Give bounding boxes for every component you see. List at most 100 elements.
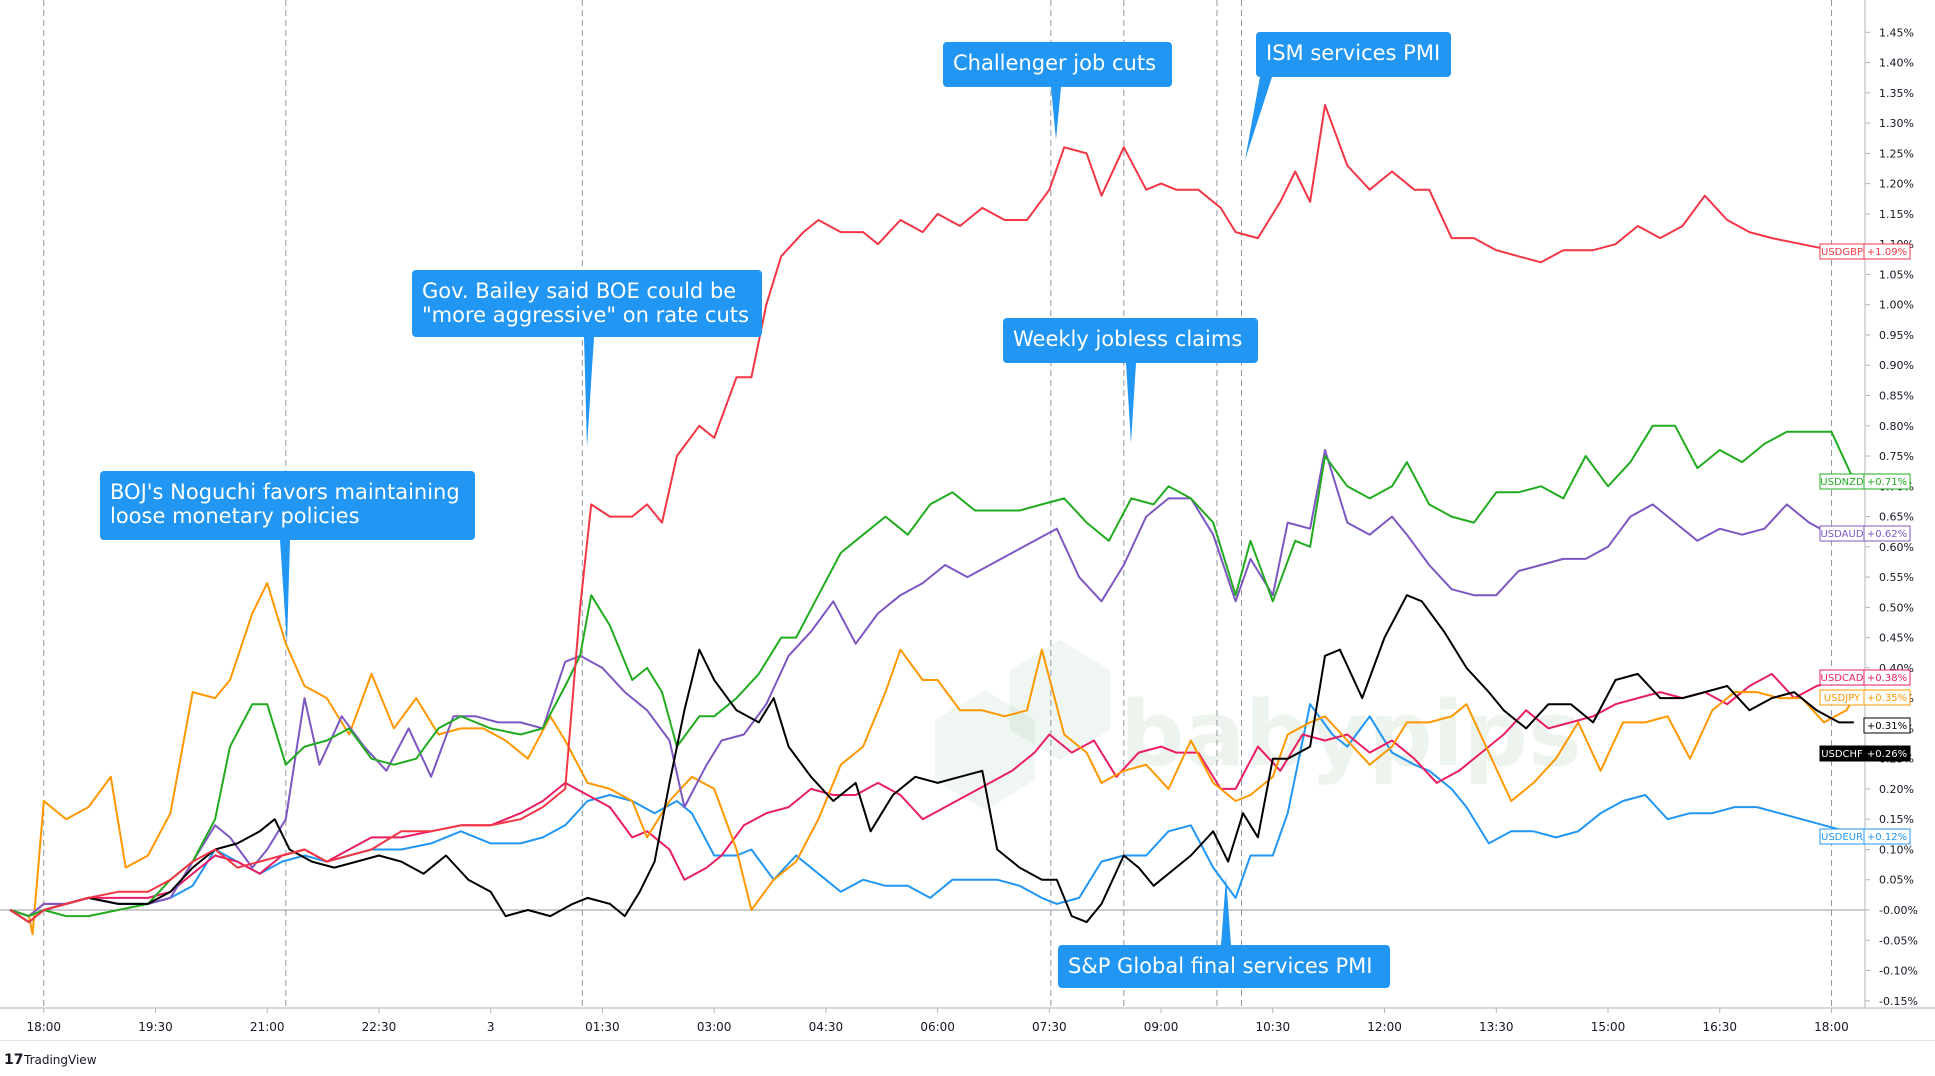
callout-box [1256,32,1451,77]
y-tick-label: -0.05% [1879,934,1918,947]
price-tag-value-box [1863,828,1911,845]
x-tick-label: 16:30 [1702,1020,1737,1034]
tradingview-brand[interactable]: 17 TradingView [4,1052,97,1068]
tradingview-logo-icon: 17 [4,1052,23,1068]
price-tag-name: USDCHF [1821,749,1863,760]
x-tick-label: 3 [487,1020,495,1034]
callout-text: S&P Global final services PMI [1068,954,1372,978]
annotation-callout: Weekly jobless claims [1003,318,1258,443]
price-tag-value-box [1863,669,1911,686]
price-tag-value-box [1863,689,1911,706]
y-tick-label: 0.50% [1879,601,1914,614]
price-tag-value: +0.12% [1867,832,1907,843]
tradingview-label: TradingView [23,1053,97,1067]
x-tick-label: 06:00 [920,1020,955,1034]
price-tag-usdjpy: USDJPY +0.35% [1819,689,1911,706]
price-tag-value: +0.71% [1867,477,1907,488]
price-tag-value-box [1863,525,1911,542]
y-tick-label: 0.60% [1879,541,1914,554]
y-tick-label: -0.10% [1879,965,1918,978]
y-tick-label: 0.90% [1879,359,1914,372]
y-tick-label: 0.45% [1879,632,1914,645]
y-tick-label: -0.15% [1879,995,1918,1008]
x-tick-label: 12:00 [1367,1020,1402,1034]
y-tick-label: 1.40% [1879,57,1914,70]
callout-box [100,471,475,540]
price-tag-usdcad: USDCAD +0.38% [1819,669,1911,686]
x-tick-label: 18:00 [26,1020,61,1034]
y-tick-label: -0.00% [1879,904,1918,917]
price-tag-value-box [1863,473,1911,490]
x-tick-label: 18:00 [1814,1020,1849,1034]
price-tag-name: USDCAD [1821,673,1864,684]
price-tag-extra-value: +0.31% [1867,721,1907,732]
callout-pointer [1221,877,1231,945]
y-tick-label: 1.15% [1879,208,1914,221]
price-tag-name: USDAUD [1820,529,1863,540]
x-tick-label: 19:30 [138,1020,173,1034]
x-tick-label: 22:30 [362,1020,397,1034]
price-tag-value: +1.09% [1867,247,1907,258]
series-line-usdchf [9,594,1854,924]
y-tick-label: 1.30% [1879,117,1914,130]
annotation-callout: Gov. Bailey said BOE could be"more aggre… [412,270,762,447]
x-tick-label: 03:00 [697,1020,732,1034]
watermark-text: babypips [1120,682,1582,787]
x-tick-label: 15:00 [1591,1020,1626,1034]
callout-box [1003,318,1258,363]
y-tick-label: 1.00% [1879,299,1914,312]
x-tick-label: 07:30 [1032,1020,1067,1034]
x-tick-label: 09:00 [1144,1020,1179,1034]
callout-box [1058,945,1390,988]
x-tick-label: 04:30 [809,1020,844,1034]
price-tag-usdeur: USDEUR +0.12% [1819,828,1911,845]
callout-text: "more aggressive" on rate cuts [422,303,749,327]
price-tag-extra-box [1863,717,1911,734]
callout-text: Gov. Bailey said BOE could be [422,279,736,303]
series-line-usdjpy [9,582,1855,936]
y-tick-label: 0.10% [1879,843,1914,856]
callout-pointer [1245,77,1272,160]
callout-text: BOJ's Noguchi favors maintaining [110,480,460,504]
y-tick-label: 0.15% [1879,813,1914,826]
series-line-usdnzd [9,424,1855,918]
x-tick-label: 10:30 [1256,1020,1291,1034]
y-tick-label: 0.55% [1879,571,1914,584]
price-tag-value: +0.35% [1867,693,1907,704]
price-tag-usdaud: USDAUD +0.62% [1819,525,1911,542]
annotation-callout: Challenger job cuts [943,42,1172,140]
y-tick-label: 1.45% [1879,26,1914,39]
callout-pointer [280,540,290,645]
y-tick-label: 1.25% [1879,147,1914,160]
y-tick-label: 0.65% [1879,511,1914,524]
y-tick-label: 0.05% [1879,874,1914,887]
y-tick-label: 0.95% [1879,329,1914,342]
x-tick-label: 13:30 [1479,1020,1514,1034]
price-tag-usdnzd: USDNZD +0.71% [1819,473,1911,490]
callout-pointer [584,337,594,447]
footer-divider [0,1040,1935,1041]
price-tag-value: +0.38% [1867,673,1907,684]
price-tag-name: USDNZD [1820,477,1864,488]
series-line-usdaud [9,449,1854,918]
callout-text: Challenger job cuts [953,51,1156,75]
series-line-usdgbp [9,104,1854,924]
price-tag-usdgbp: USDGBP +1.09% [1819,243,1911,260]
callout-text: Weekly jobless claims [1013,327,1242,351]
x-tick-label: 01:30 [585,1020,620,1034]
y-tick-label: 0.80% [1879,420,1914,433]
price-tag-name: USDEUR [1821,832,1863,843]
y-tick-label: 1.35% [1879,87,1914,100]
price-tag-name: USDJPY [1824,693,1861,704]
annotation-callout: ISM services PMI [1245,32,1451,160]
callout-box [943,42,1172,87]
price-tag-name: USDGBP [1821,247,1863,258]
price-tag-value: +0.62% [1867,529,1907,540]
y-tick-label: 1.20% [1879,178,1914,191]
annotation-callout: S&P Global final services PMI [1058,877,1390,988]
callout-text: ISM services PMI [1266,41,1440,65]
callout-pointer [1126,363,1136,443]
price-tag-extra: +0.31% [1863,717,1911,734]
